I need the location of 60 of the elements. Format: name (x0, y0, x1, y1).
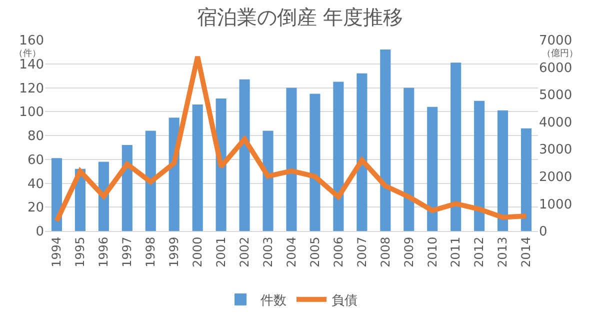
x-tick-label: 1998 (144, 236, 158, 268)
y2-tick-label: 4000 (539, 115, 572, 130)
x-tick-label: 2004 (284, 236, 298, 268)
y2-tick-label: 0 (539, 224, 548, 240)
x-tick-label: 1995 (73, 236, 88, 268)
bar (520, 128, 532, 231)
x-tick-label: 2010 (425, 236, 440, 268)
y-axis-title: （件） (14, 48, 41, 59)
y-tick-label: 80 (27, 129, 44, 144)
bar (286, 88, 297, 231)
bar (262, 130, 274, 231)
bar (239, 79, 250, 231)
x-tick-label: 1997 (120, 236, 134, 268)
bar (427, 106, 438, 231)
bar (356, 73, 368, 231)
y2-tick-label: 6000 (539, 60, 572, 76)
x-tick-label: 2005 (308, 236, 322, 268)
x-tick-label: 2001 (214, 236, 228, 268)
x-tick-label: 1994 (50, 236, 64, 268)
y2-tick-label: 7000 (539, 34, 572, 49)
bar (310, 94, 320, 231)
y2-tick-label: 1000 (539, 197, 572, 212)
legend-label: 負債 (332, 294, 358, 308)
y-tick-label: 160 (19, 34, 44, 49)
legend-label: 件数 (260, 294, 286, 308)
y-tick-label: 140 (19, 57, 44, 72)
x-tick-label: 2007 (354, 236, 369, 268)
chart-title: 宿泊業の倒産 年度推移 (196, 4, 404, 29)
bar (450, 62, 462, 231)
y-tick-label: 100 (19, 105, 44, 120)
bar (474, 100, 485, 231)
bar (192, 104, 203, 231)
x-tick-label: 2000 (190, 236, 204, 268)
bar (333, 82, 344, 231)
bar (404, 88, 414, 231)
x-tick-label: 2006 (331, 236, 346, 268)
y-tick-label: 120 (19, 81, 44, 96)
x-tick-label: 2003 (260, 236, 275, 268)
y2-axis-title: （億円） (542, 48, 578, 59)
x-tick-label: 1996 (96, 236, 111, 268)
y2-tick-label: 5000 (539, 88, 572, 104)
x-tick-label: 2013 (496, 236, 510, 268)
y2-tick-label: 3000 (539, 142, 572, 158)
y-tick-label: 40 (27, 176, 44, 192)
x-tick-label: 1999 (167, 236, 182, 268)
y-tick-label: 60 (27, 152, 44, 168)
x-tick-label: 2009 (402, 236, 416, 268)
y2-tick-label: 2000 (539, 170, 572, 185)
y-tick-label: 20 (27, 200, 44, 216)
bar (122, 145, 132, 231)
bar (51, 158, 62, 231)
x-tick-label: 2002 (237, 236, 252, 268)
bar (145, 130, 156, 231)
x-tick-label: 2008 (378, 236, 392, 268)
bar (380, 50, 391, 231)
x-tick-label: 2011 (448, 236, 463, 268)
x-tick-label: 2014 (519, 236, 534, 268)
x-tick-label: 2012 (472, 236, 486, 268)
y-tick-label: 0 (36, 224, 44, 240)
bar (498, 110, 508, 231)
